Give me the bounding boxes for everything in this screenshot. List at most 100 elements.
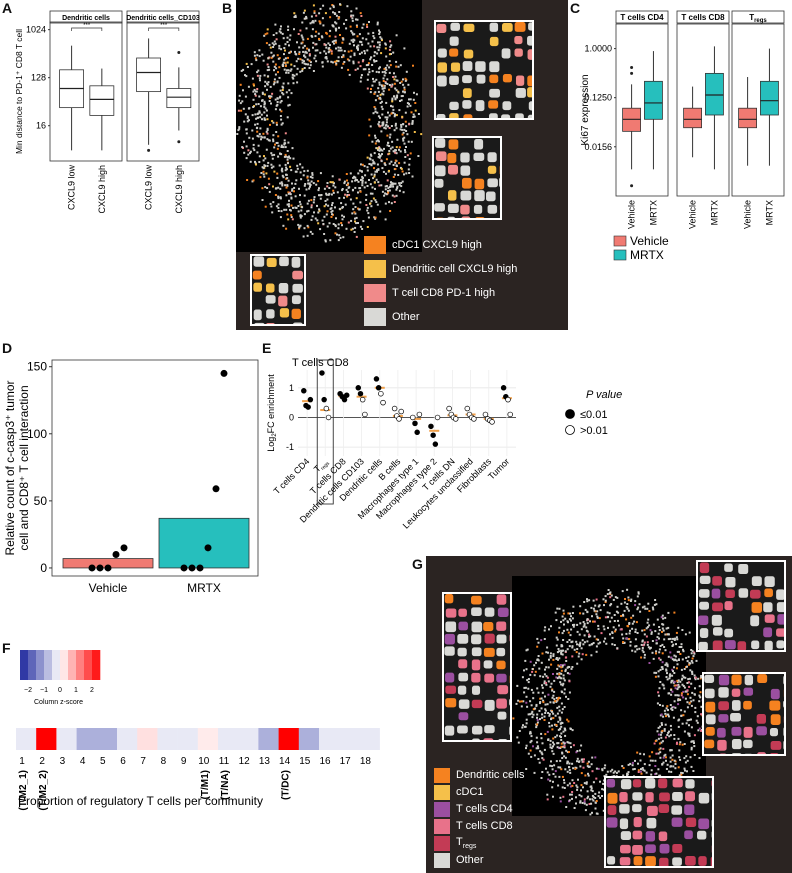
facet-title: T cells CD4: [620, 13, 664, 22]
tissue-cell: [287, 71, 290, 74]
data-point: [373, 376, 380, 382]
tissue-cell: [611, 636, 614, 639]
tissue-cell: [530, 735, 533, 738]
tissue-cell: [389, 133, 392, 136]
tissue-cell: [354, 206, 357, 208]
tissue-cell: [558, 607, 561, 610]
community-number: 13: [259, 756, 271, 767]
tissue-cell: [563, 623, 565, 626]
tissue-cell: [675, 667, 678, 670]
tissue-cell: [358, 208, 361, 211]
tissue-cell: [256, 126, 259, 129]
tissue-cell: [676, 741, 678, 744]
tissue-cell: [256, 74, 259, 77]
inset-cell: [253, 282, 262, 292]
tissue-cell: [627, 763, 630, 766]
data-point: [434, 414, 441, 421]
tissue-cell: [604, 599, 607, 602]
tissue-cell: [286, 203, 289, 206]
tissue-cell: [675, 631, 678, 634]
inset-cell: [783, 689, 784, 697]
tissue-cell: [285, 168, 288, 171]
legend-label: >0.01: [580, 425, 608, 437]
tissue-cell: [360, 163, 362, 166]
tissue-cell: [641, 640, 644, 643]
inset-cell: [293, 322, 303, 324]
tissue-cell: [586, 622, 589, 625]
tissue-cell: [256, 134, 259, 137]
tissue-cell: [373, 173, 376, 176]
tissue-cell: [571, 645, 574, 648]
tissue-cell: [365, 204, 368, 206]
tissue-cell: [539, 702, 541, 705]
tissue-cell: [693, 693, 696, 696]
tissue-cell: [672, 765, 675, 768]
tissue-cell: [609, 591, 612, 594]
tissue-cell: [619, 628, 622, 631]
inset-cell: [487, 178, 498, 188]
tissue-cell: [556, 699, 559, 702]
tissue-cell: [277, 197, 280, 200]
tissue-cell: [334, 35, 337, 38]
tissue-cell: [355, 7, 358, 10]
tissue-cell: [337, 227, 340, 230]
tissue-cell: [256, 116, 259, 119]
tissue-cell: [590, 763, 593, 766]
facet-strip: [731, 10, 785, 24]
tissue-cell: [378, 46, 381, 49]
facet-frame: [731, 23, 785, 197]
tissue-cell: [262, 159, 265, 162]
tissue-cell: [516, 736, 519, 739]
tissue-cell: [556, 677, 559, 680]
inset-cell: [750, 615, 760, 627]
inset-cell: [476, 74, 486, 84]
tissue-cell: [677, 686, 680, 689]
tissue-cell: [626, 588, 629, 591]
tissue-cell: [684, 769, 686, 772]
tissue-cell: [680, 709, 683, 712]
tissue-cell: [584, 608, 587, 611]
tissue-cell: [366, 206, 369, 209]
tissue-cell: [401, 170, 404, 173]
tissue-cell: [540, 737, 543, 740]
tissue-cell: [563, 779, 565, 782]
tissue-cell: [672, 716, 675, 719]
tissue-cell: [266, 88, 268, 91]
heatmap-cell: [298, 728, 320, 750]
tissue-cell: [545, 666, 548, 669]
tissue-cell: [372, 80, 375, 83]
y-axis-label-rest: FC enrichment: [266, 374, 276, 434]
data-point: [507, 411, 513, 418]
inset-cell: [731, 753, 742, 754]
tissue-cell: [394, 97, 397, 100]
tissue-cell: [598, 617, 601, 620]
tissue-cell: [576, 760, 578, 763]
tissue-cell: [403, 47, 406, 50]
tissue-cell: [658, 657, 661, 660]
tissue-cell: [627, 596, 630, 599]
tissue-cell: [661, 763, 664, 765]
tissue-cell: [655, 652, 657, 655]
tissue-cell: [664, 712, 667, 715]
tissue-cell: [353, 54, 356, 57]
tissue-cell: [669, 756, 672, 759]
tissue-cell: [366, 26, 369, 28]
tissue-cell: [389, 45, 392, 48]
tissue-cell: [694, 711, 697, 714]
tissue-cell: [667, 655, 670, 658]
tissue-cell: [540, 661, 543, 664]
tissue-cell: [555, 676, 558, 679]
tissue-cell: [389, 64, 392, 67]
data-point: [355, 385, 362, 391]
tissue-cell: [578, 760, 581, 763]
tissue-cell: [634, 638, 637, 641]
tissue-cell: [670, 749, 673, 752]
tissue-cell: [671, 668, 674, 671]
tissue-cell: [564, 670, 567, 673]
tissue-cell: [319, 197, 322, 200]
tissue-cell: [280, 144, 283, 147]
tissue-cell: [378, 83, 381, 86]
tissue-cell: [325, 52, 327, 55]
tissue-cell: [288, 38, 291, 41]
tissue-cell: [313, 57, 316, 60]
